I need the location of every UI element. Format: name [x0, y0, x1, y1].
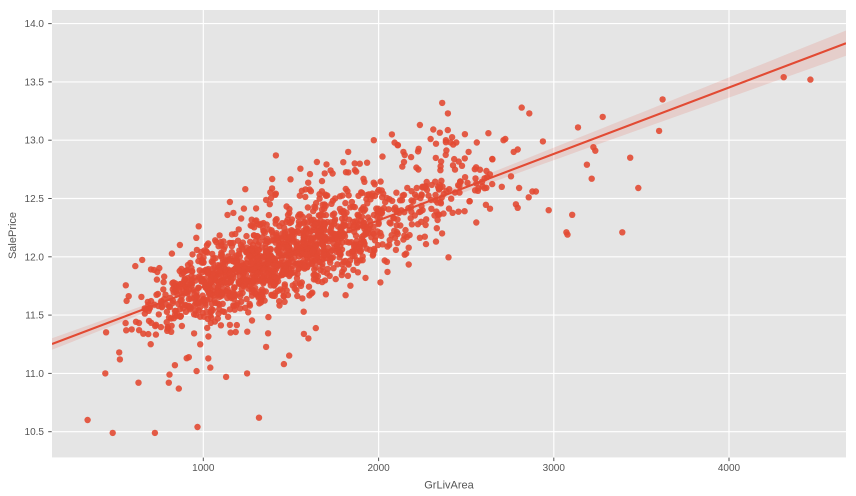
- svg-text:SalePrice: SalePrice: [7, 212, 19, 259]
- svg-text:11.0: 11.0: [25, 369, 44, 380]
- svg-text:GrLivArea: GrLivArea: [424, 480, 474, 492]
- svg-text:10.5: 10.5: [25, 427, 45, 438]
- svg-text:13.5: 13.5: [25, 77, 45, 88]
- svg-text:12.5: 12.5: [25, 194, 45, 205]
- svg-text:4000: 4000: [718, 463, 741, 474]
- svg-text:1000: 1000: [192, 463, 215, 474]
- svg-text:14.0: 14.0: [25, 19, 45, 30]
- svg-text:11.5: 11.5: [25, 311, 44, 322]
- svg-text:3000: 3000: [543, 463, 566, 474]
- svg-text:2000: 2000: [367, 463, 390, 474]
- svg-text:12.0: 12.0: [25, 252, 45, 263]
- svg-text:13.0: 13.0: [25, 136, 45, 147]
